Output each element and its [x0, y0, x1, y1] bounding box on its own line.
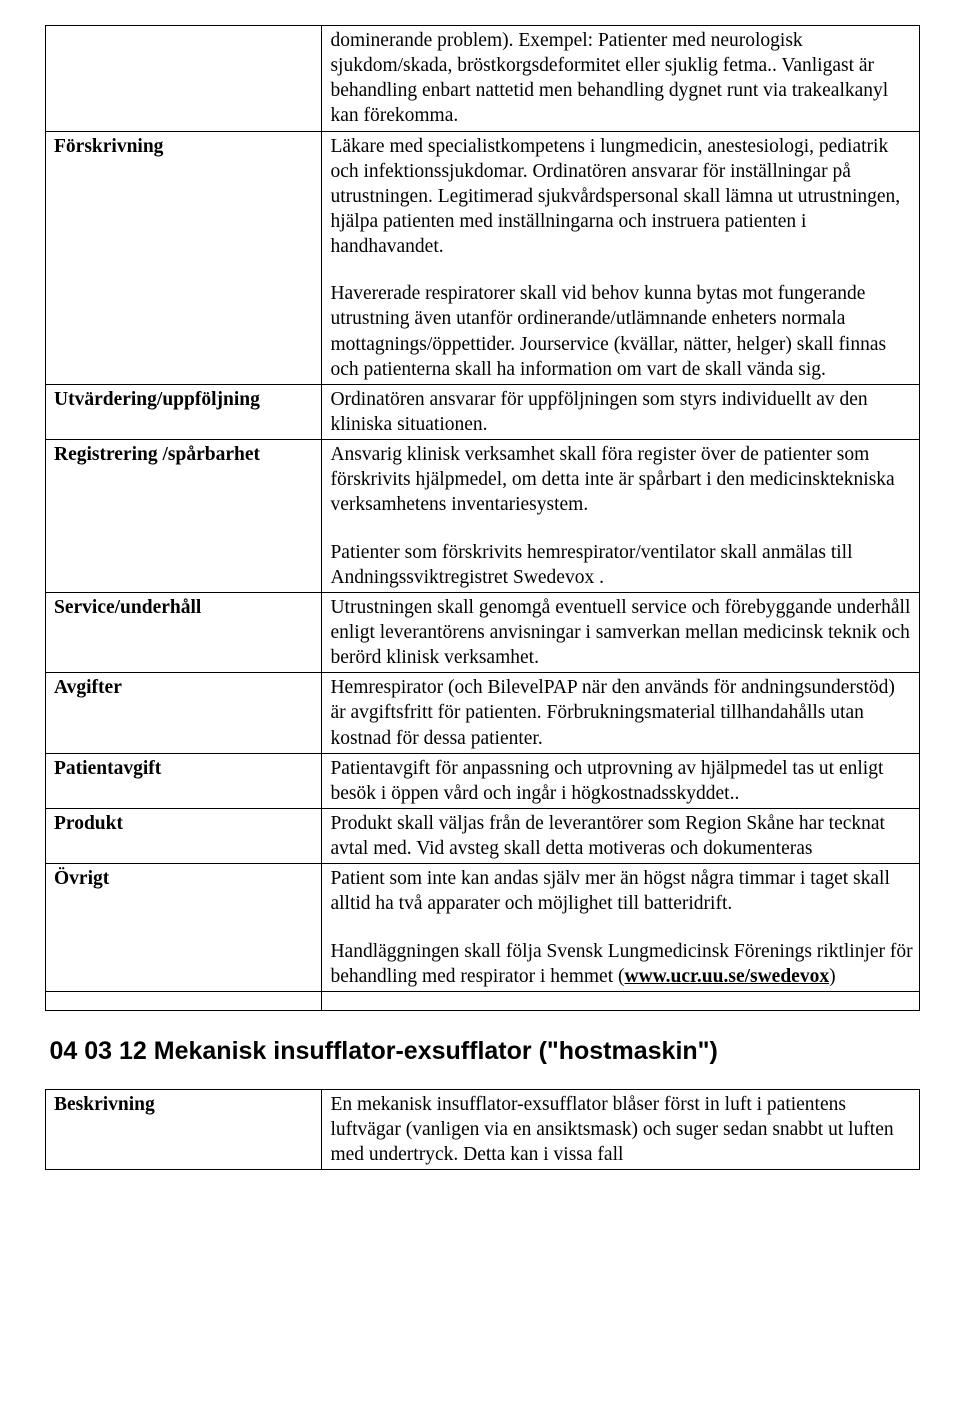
table-row: Förskrivning Läkare med specialistkompet…	[46, 131, 920, 384]
paragraph: Havererade respiratorer skall vid behov …	[330, 281, 913, 382]
row-value: Läkare med specialistkompetens i lungmed…	[322, 131, 920, 384]
paragraph: Hemrespirator (och BilevelPAP när den an…	[330, 675, 913, 750]
link-text: www.ucr.uu.se/swedevox	[625, 966, 830, 987]
row-value: Patientavgift för anpassning och utprovn…	[322, 753, 920, 808]
text: )	[829, 966, 836, 987]
row-label: Patientavgift	[46, 753, 322, 808]
paragraph: Produkt skall väljas från de leverantöre…	[330, 811, 913, 861]
row-value	[322, 991, 920, 1010]
row-label: Registrering /spårbarhet	[46, 440, 322, 593]
table-row: Beskrivning En mekanisk insufflator-exsu…	[46, 1090, 920, 1170]
table-row: Patientavgift Patientavgift för anpassni…	[46, 753, 920, 808]
paragraph: Handläggningen skall följa Svensk Lungme…	[330, 939, 913, 989]
row-label: Avgifter	[46, 673, 322, 753]
table-row: Produkt Produkt skall väljas från de lev…	[46, 808, 920, 863]
heading-cell: 04 03 12 Mekanisk insufflator-exsufflato…	[46, 1010, 920, 1089]
table-row	[46, 991, 920, 1010]
row-label: Produkt	[46, 808, 322, 863]
row-label: Förskrivning	[46, 131, 322, 384]
row-value: En mekanisk insufflator-exsufflator blås…	[322, 1090, 920, 1170]
row-value: Ansvarig klinisk verksamhet skall föra r…	[322, 440, 920, 593]
row-label	[46, 26, 322, 132]
row-value: Ordinatören ansvarar för uppföljningen s…	[322, 384, 920, 439]
paragraph: Patienter som förskrivits hemrespirator/…	[330, 540, 913, 590]
paragraph: Patient som inte kan andas själv mer än …	[330, 866, 913, 916]
row-value: Utrustningen skall genomgå eventuell ser…	[322, 592, 920, 672]
paragraph: Ordinatören ansvarar för uppföljningen s…	[330, 387, 913, 437]
table-row: dominerande problem). Exempel: Patienter…	[46, 26, 920, 132]
paragraph: Utrustningen skall genomgå eventuell ser…	[330, 595, 913, 670]
table-row: Service/underhåll Utrustningen skall gen…	[46, 592, 920, 672]
row-value: dominerande problem). Exempel: Patienter…	[322, 26, 920, 132]
paragraph: Läkare med specialistkompetens i lungmed…	[330, 134, 913, 260]
paragraph: Patientavgift för anpassning och utprovn…	[330, 756, 913, 806]
row-label: Övrigt	[46, 864, 322, 992]
row-value: Produkt skall väljas från de leverantöre…	[322, 808, 920, 863]
table-row: Utvärdering/uppföljning Ordinatören ansv…	[46, 384, 920, 439]
paragraph: Ansvarig klinisk verksamhet skall föra r…	[330, 442, 913, 517]
table-row: Övrigt Patient som inte kan andas själv …	[46, 864, 920, 992]
row-value: Hemrespirator (och BilevelPAP när den an…	[322, 673, 920, 753]
paragraph: En mekanisk insufflator-exsufflator blås…	[330, 1092, 913, 1167]
row-label: Utvärdering/uppföljning	[46, 384, 322, 439]
section-heading: 04 03 12 Mekanisk insufflator-exsufflato…	[50, 1035, 916, 1067]
table-row: Registrering /spårbarhet Ansvarig klinis…	[46, 440, 920, 593]
heading-row: 04 03 12 Mekanisk insufflator-exsufflato…	[46, 1010, 920, 1089]
row-label: Service/underhåll	[46, 592, 322, 672]
definition-table: dominerande problem). Exempel: Patienter…	[45, 25, 920, 1170]
row-label: Beskrivning	[46, 1090, 322, 1170]
row-label	[46, 991, 322, 1010]
row-value: Patient som inte kan andas själv mer än …	[322, 864, 920, 992]
table-row: Avgifter Hemrespirator (och BilevelPAP n…	[46, 673, 920, 753]
paragraph: dominerande problem). Exempel: Patienter…	[330, 28, 913, 129]
